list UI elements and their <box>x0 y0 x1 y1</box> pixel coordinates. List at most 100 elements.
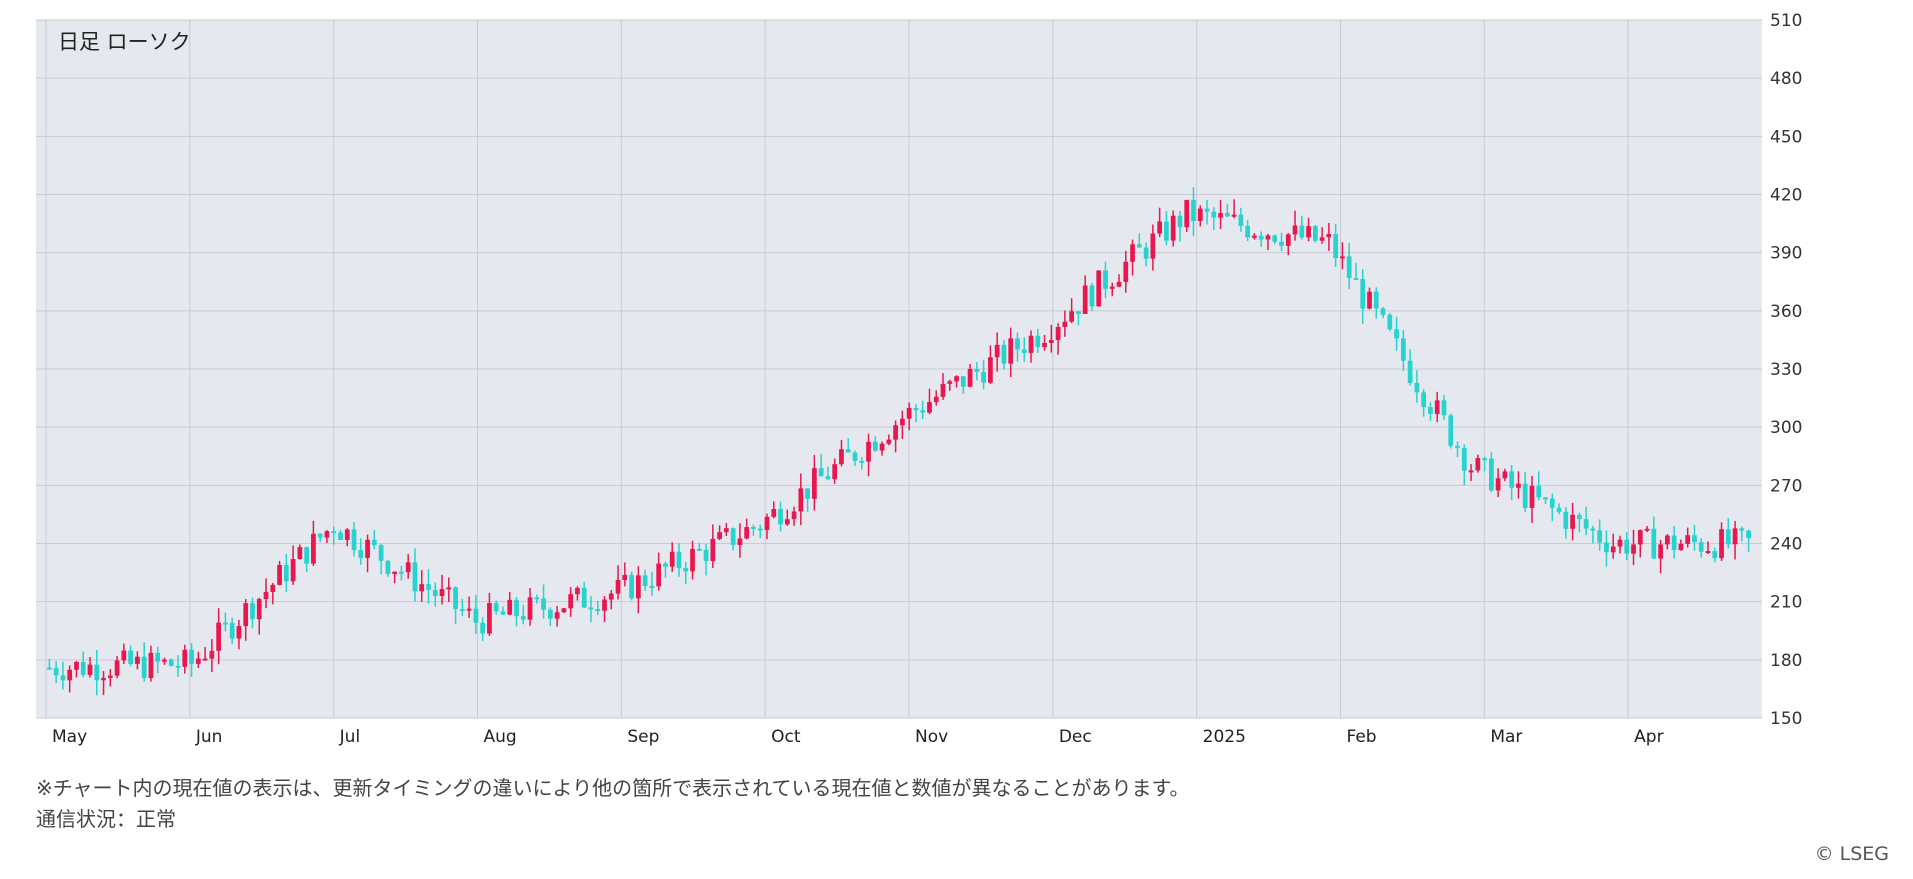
candle <box>933 390 939 406</box>
x-tick-label: May <box>52 727 87 747</box>
candle <box>1414 370 1420 403</box>
candle <box>1482 456 1487 472</box>
y-tick-label: 480 <box>1770 69 1802 89</box>
candle <box>1076 311 1081 326</box>
candle <box>1170 210 1176 247</box>
candle <box>1326 222 1332 251</box>
x-axis-ticks: May Jun Jul Aug Sep Oct Nov Dec 2025 Feb Mar Apr <box>52 727 1664 747</box>
candle <box>1509 464 1515 501</box>
candle <box>256 597 262 635</box>
candle <box>202 647 208 661</box>
candle <box>392 571 398 584</box>
candle <box>1021 337 1027 362</box>
candle <box>703 543 709 576</box>
candle <box>595 600 601 616</box>
candle <box>1658 539 1663 574</box>
candle <box>229 617 235 645</box>
x-tick-label: Feb <box>1347 727 1377 747</box>
candle <box>1285 233 1291 256</box>
candle <box>1123 250 1129 293</box>
candle <box>487 592 492 636</box>
candle <box>94 650 100 696</box>
candle <box>399 565 404 581</box>
candle <box>764 513 770 540</box>
candle <box>669 542 675 572</box>
candle <box>1434 391 1440 423</box>
candle <box>243 599 249 641</box>
copyright-label: © LSEG <box>1814 843 1889 865</box>
candle <box>1549 493 1555 522</box>
candle <box>568 587 574 617</box>
candle <box>419 570 425 602</box>
candle <box>405 554 411 579</box>
candle <box>872 436 878 452</box>
candle <box>507 591 513 616</box>
candle <box>757 524 763 539</box>
candle <box>575 586 580 601</box>
y-axis-ticks: 150 180 210 240 270 300 330 360 390 420 450 480 510 <box>1770 11 1802 729</box>
candle <box>1157 207 1163 238</box>
candle <box>60 661 66 690</box>
y-tick-label: 420 <box>1770 186 1802 206</box>
candle <box>1150 224 1156 271</box>
candle <box>141 642 147 682</box>
candle <box>1529 475 1535 523</box>
candle <box>1461 444 1467 486</box>
candle <box>784 509 790 526</box>
candle <box>1651 516 1657 559</box>
candle <box>859 456 865 470</box>
candle <box>371 529 377 550</box>
candle <box>1109 282 1115 297</box>
candle <box>696 542 702 552</box>
candle <box>148 645 154 682</box>
candle <box>547 607 553 627</box>
candle <box>53 661 59 684</box>
x-tick-label: Jul <box>339 727 361 747</box>
candle <box>1590 525 1596 544</box>
candle <box>1177 210 1183 242</box>
y-tick-label: 360 <box>1770 302 1802 322</box>
candle <box>879 441 885 456</box>
candle <box>527 588 533 626</box>
candle <box>446 577 452 602</box>
candle <box>1739 526 1745 542</box>
candle <box>1258 231 1264 248</box>
candle <box>1197 205 1203 227</box>
candle <box>1719 522 1724 561</box>
candle <box>1130 239 1135 276</box>
candle <box>114 656 120 679</box>
candle <box>412 548 418 602</box>
candle <box>717 525 722 541</box>
candle <box>480 617 486 641</box>
candle <box>439 574 445 605</box>
candle <box>1516 471 1521 499</box>
candle <box>1692 524 1697 551</box>
candle <box>1522 472 1528 513</box>
candle <box>182 644 188 674</box>
candle <box>690 540 695 580</box>
candle <box>744 518 750 540</box>
candle <box>189 642 194 677</box>
candle <box>432 582 438 607</box>
x-tick-label: Aug <box>484 727 517 747</box>
candle <box>1360 269 1366 324</box>
candle <box>1015 332 1020 362</box>
candle <box>47 658 52 670</box>
candle <box>466 596 472 618</box>
candle <box>1455 441 1460 458</box>
candle <box>351 522 357 557</box>
candle <box>1597 519 1603 551</box>
candle <box>1001 340 1007 370</box>
candle <box>1387 312 1393 332</box>
candle <box>994 332 1000 372</box>
candle <box>1048 324 1054 353</box>
candle <box>358 538 364 565</box>
candle <box>385 559 391 577</box>
candle <box>940 373 946 400</box>
candle <box>520 604 526 625</box>
candle <box>155 646 161 674</box>
candle <box>1245 220 1251 242</box>
candle <box>1543 497 1548 505</box>
candle <box>514 597 519 627</box>
candle <box>1725 517 1731 549</box>
